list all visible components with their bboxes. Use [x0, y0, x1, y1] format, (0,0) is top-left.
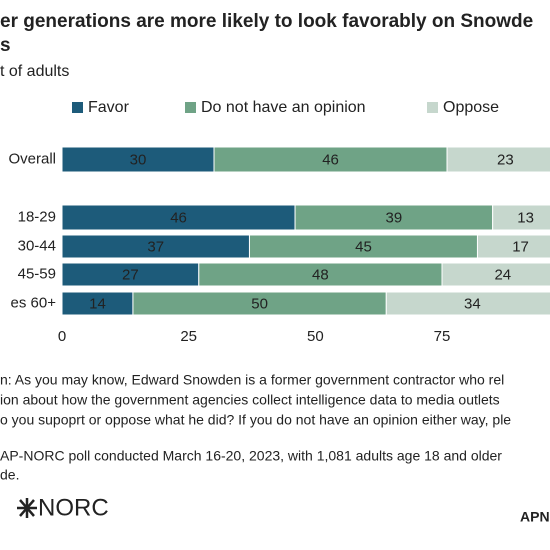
logo-mark — [17, 498, 37, 518]
note: n: As you may know, Edward Snowden is a … — [0, 372, 504, 388]
y-tick-label: es 60+ — [11, 294, 57, 311]
chart-subtitle: t of adults — [0, 63, 69, 80]
note: ion about how the government agencies co… — [0, 392, 500, 408]
x-tick-label: 25 — [180, 328, 197, 345]
x-tick-label: 50 — [307, 328, 324, 345]
note: o you supoprt or oppose what he did? If … — [0, 412, 511, 428]
source: de. — [0, 467, 19, 483]
legend-swatch — [72, 102, 83, 113]
value-label: 24 — [494, 266, 511, 283]
bar-segment — [492, 204, 550, 231]
legend-swatch — [427, 102, 438, 113]
source: AP-NORC poll conducted March 16-20, 2023… — [0, 448, 502, 464]
y-tick-label: Overall — [8, 150, 56, 167]
value-label: 27 — [122, 266, 139, 283]
bar-segment — [213, 146, 448, 173]
bar-segment — [441, 262, 550, 287]
value-label: 34 — [464, 295, 481, 312]
chart-title: s — [0, 35, 11, 56]
legend-label: Do not have an opinion — [201, 99, 366, 116]
value-label: 50 — [251, 295, 268, 312]
chart-title: er generations are more likely to look f… — [0, 11, 533, 32]
footer-logo: APN — [520, 509, 550, 525]
y-tick-label: 30-44 — [18, 237, 56, 254]
value-label: 23 — [497, 151, 514, 168]
bar-segment — [446, 146, 550, 173]
value-label: 37 — [147, 238, 164, 255]
y-tick-label: 18-29 — [18, 208, 56, 225]
logo: NORC — [38, 494, 109, 521]
value-label: 14 — [89, 295, 106, 312]
x-tick-label: 75 — [434, 328, 451, 345]
value-label: 48 — [312, 266, 329, 283]
y-tick-label: 45-59 — [18, 265, 56, 282]
legend-label: Oppose — [443, 99, 499, 116]
value-label: 13 — [517, 209, 534, 226]
value-label: 17 — [512, 238, 529, 255]
bar-segment — [385, 291, 550, 316]
legend-swatch — [185, 102, 196, 113]
bar-segment — [61, 146, 215, 173]
value-label: 46 — [170, 209, 187, 226]
value-label: 46 — [322, 151, 339, 168]
value-label: 30 — [130, 151, 147, 168]
value-label: 45 — [355, 238, 372, 255]
legend-label: Favor — [88, 99, 130, 116]
bar-segment — [476, 234, 550, 259]
value-label: 39 — [386, 209, 403, 226]
x-tick-label: 0 — [58, 328, 66, 345]
